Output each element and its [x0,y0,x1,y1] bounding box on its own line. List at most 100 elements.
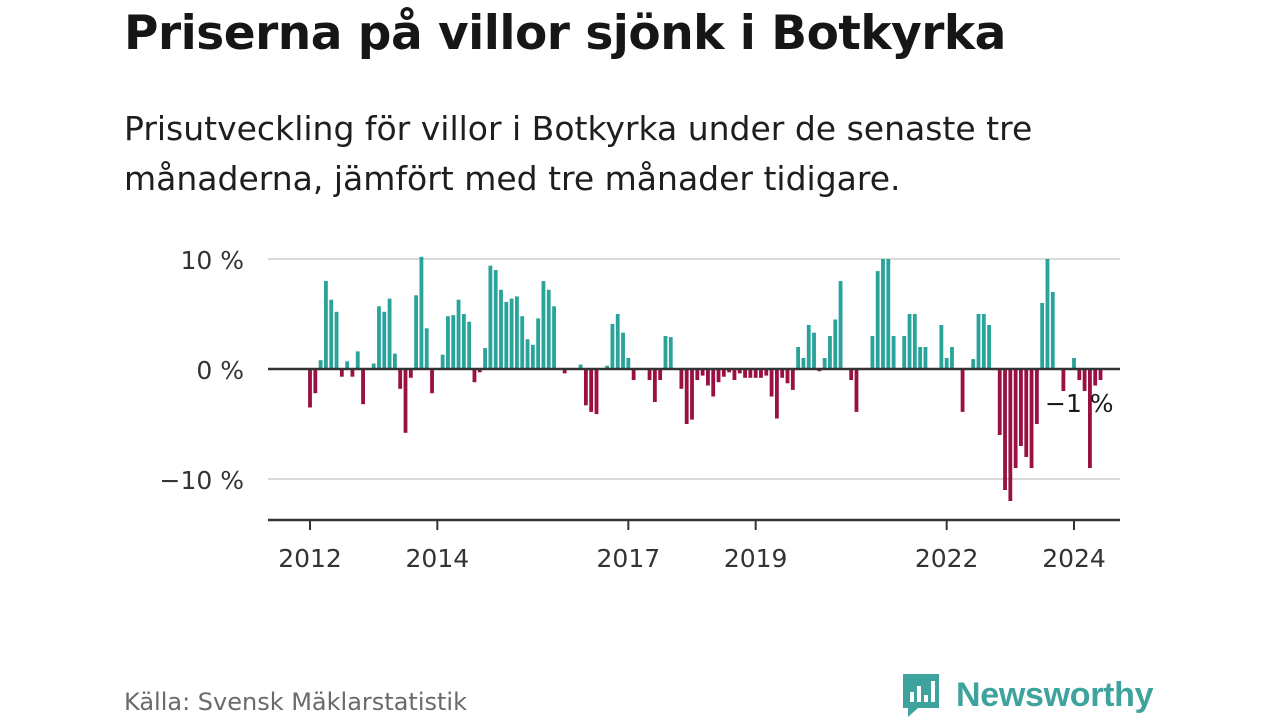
bar [1082,369,1087,391]
bar [663,336,668,369]
bar [902,336,907,369]
bar [753,369,758,378]
bar [907,314,912,369]
bar [695,369,700,380]
bar [912,314,917,369]
bar [419,256,424,369]
bar [424,328,429,369]
bar [488,265,493,369]
bar [461,314,466,369]
chart-title: Priserna på villor sjönk i Botkyrka [124,6,1006,61]
bar [950,347,954,369]
bar [658,369,663,380]
bar [785,369,790,384]
bar [387,298,392,369]
bar [361,369,365,405]
bar [515,296,519,369]
bar [801,358,806,369]
bar [706,369,710,386]
y-tick-label: 10 % [180,246,244,275]
bar [716,369,721,383]
source-note: Källa: Svensk Mäklarstatistik [124,688,467,716]
x-tick-label: 2012 [278,544,342,573]
bar [483,348,487,369]
bar [796,347,801,369]
bar [780,369,785,378]
bar [472,369,477,383]
bar [944,358,949,369]
bar [700,369,705,376]
bar [583,369,588,406]
newsworthy-logo-icon [903,674,939,717]
bar [812,332,816,369]
bar [822,358,827,369]
bar [594,369,599,415]
bar [769,369,774,397]
bar [764,369,769,376]
bar [1088,369,1092,468]
chart-subtitle: Prisutveckling för villor i Botkyrka und… [124,109,1033,198]
bar [440,354,445,369]
bar [652,369,657,402]
bar [790,369,795,390]
bar [552,306,556,369]
bar [923,347,928,369]
bar [308,369,312,408]
bar [886,259,891,369]
bar [647,369,652,380]
bar [960,369,965,412]
x-tick-label: 2024 [1042,544,1106,573]
bar [737,369,742,374]
bar [875,271,880,369]
bar [477,369,482,373]
bar [1045,259,1050,369]
bar [981,314,986,369]
bar [430,369,434,394]
bar [546,289,551,369]
latest-value-label: −1 % [1045,389,1114,418]
bar [408,369,413,378]
bar [334,311,339,369]
bar [1024,369,1029,457]
y-tick-label: 0 % [196,356,244,385]
bar [504,301,509,369]
bar [997,369,1002,435]
bar [621,332,625,369]
bar [398,369,403,389]
bar [743,369,747,378]
bar [690,369,694,420]
x-tick-label: 2019 [724,544,788,573]
bar [318,360,323,369]
bar [759,369,763,378]
bar [456,299,461,369]
bar [833,319,838,369]
bar [313,369,318,394]
bar [939,325,944,369]
bar [541,281,546,369]
bar [806,325,811,369]
bar [891,336,896,369]
bar [881,259,885,369]
bar [727,369,732,373]
bar [748,369,753,378]
bar [838,281,843,369]
bar [1061,369,1066,391]
y-tick-label: −10 % [160,466,244,495]
bar [918,347,923,369]
x-tick-label: 2022 [915,544,979,573]
bar [721,369,726,377]
brand-name: Newsworthy [956,675,1154,714]
bar [711,369,716,397]
bar [1098,369,1103,380]
bar [605,365,610,369]
bar [536,318,541,369]
bar [509,298,514,369]
bar [610,323,615,369]
bar [414,295,419,369]
bar [679,369,684,389]
bar [1072,358,1076,369]
bar [684,369,689,424]
bar [520,316,525,369]
bar [1019,369,1023,446]
